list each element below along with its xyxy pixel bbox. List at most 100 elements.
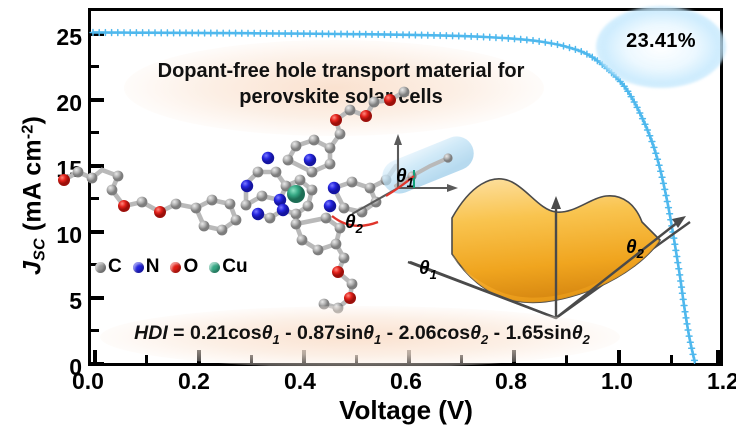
- jv-data-point: [349, 30, 358, 38]
- hdi-term-3-subscript: 2: [481, 331, 489, 347]
- jv-data-point: [659, 179, 668, 187]
- jv-data-point: [467, 32, 475, 41]
- jv-data-point: [624, 87, 632, 95]
- jv-data-point: [138, 29, 147, 37]
- jv-data-point: [293, 29, 302, 38]
- y-tick-label: 20: [56, 90, 82, 116]
- jv-data-point: [244, 29, 252, 37]
- atom-nitrogen: [327, 181, 341, 195]
- theta1-surface-symbol: θ: [419, 258, 430, 279]
- atom-carbon: [332, 302, 344, 314]
- figure-title-line-1: Dopant-free hole transport material for: [157, 60, 525, 82]
- atom-nitrogen: [303, 153, 317, 167]
- atom-carbon: [256, 190, 268, 202]
- hdi-term-2-subscript: 1: [374, 331, 382, 347]
- atom-carbon: [294, 174, 306, 186]
- x-tick-label: 0.6: [390, 368, 422, 394]
- jv-data-point: [689, 350, 697, 358]
- atom-nitrogen: [276, 203, 290, 217]
- jv-data-point: [374, 30, 382, 39]
- jv-data-point: [399, 31, 407, 39]
- legend-label: C: [108, 256, 122, 277]
- jv-data-point: [655, 161, 663, 169]
- jv-data-point: [680, 301, 688, 310]
- hdi-term-1: 0.21cos: [190, 322, 262, 344]
- jv-data-point: [107, 28, 116, 37]
- theta2-surface-symbol: θ: [626, 237, 637, 258]
- jv-data-point: [281, 29, 289, 38]
- theta1-arc: [385, 175, 415, 197]
- jv-data-point: [238, 29, 246, 37]
- jv-data-point: [200, 29, 209, 37]
- jv-data-point: [652, 149, 660, 157]
- atom-nitrogen: [251, 207, 265, 221]
- jv-data-point: [661, 185, 669, 194]
- hdi-term-2: - 0.87sin: [279, 322, 364, 344]
- jv-data-point: [553, 40, 562, 49]
- atom-oxygen: [344, 292, 356, 304]
- surface-theta2-arrowhead: [672, 216, 686, 228]
- atom-oxygen: [154, 206, 166, 218]
- jv-data-point: [355, 30, 364, 38]
- jv-data-point: [662, 191, 670, 200]
- jv-data-point: [343, 30, 351, 38]
- jv-data-point: [312, 30, 320, 38]
- hdi-term-2-theta: θ: [363, 322, 375, 344]
- side-chain-bonds: [394, 156, 450, 188]
- atom-carbon: [338, 252, 350, 264]
- jv-data-point: [95, 28, 103, 37]
- copper-dot-icon: [209, 261, 221, 273]
- atom-carbon: [302, 200, 314, 212]
- oxygen-dot-icon: [170, 261, 182, 273]
- atom-copper: [287, 185, 305, 203]
- jv-data-point: [145, 29, 153, 37]
- atom-carbon: [136, 196, 148, 208]
- jv-data-point: [681, 308, 689, 316]
- surface-plot: [407, 178, 691, 320]
- atom-carbon: [290, 140, 302, 152]
- atom-carbon: [306, 166, 318, 178]
- y-axis-minor-tick: [91, 197, 99, 200]
- y-axis-minor-tick: [91, 329, 99, 332]
- atom-carbon: [106, 184, 118, 196]
- jv-data-point: [687, 344, 696, 352]
- atom-nitrogen: [261, 151, 275, 165]
- molecule-atoms: [58, 86, 410, 314]
- atom-oxygen: [332, 266, 344, 278]
- y-tick-label: 25: [56, 24, 82, 50]
- x-axis-minor-tick: [670, 355, 673, 363]
- theta2-molecule-label: θ2: [345, 212, 363, 236]
- jv-data-point: [630, 98, 638, 106]
- y-axis-tick: [91, 296, 104, 300]
- jv-data-point: [424, 31, 432, 39]
- atom-carbon: [264, 212, 276, 224]
- atom-carbon: [344, 104, 356, 116]
- atom-carbon: [72, 166, 84, 178]
- hdi-term-3-theta: θ: [470, 322, 482, 344]
- x-tick-label: 0.8: [495, 368, 527, 394]
- theta2-molecule-symbol: θ: [345, 212, 356, 233]
- jv-data-point: [380, 30, 389, 39]
- jv-data-point: [368, 30, 376, 38]
- jv-data-point: [656, 167, 665, 175]
- jv-data-point: [182, 29, 190, 37]
- legend-label: Cu: [222, 256, 248, 277]
- jv-data-point: [674, 258, 682, 267]
- jv-data-point: [362, 30, 370, 38]
- atom-oxygen: [384, 94, 396, 106]
- atom-nitrogen: [273, 193, 287, 207]
- theta2-arc: [331, 215, 379, 228]
- jv-data-point: [641, 120, 649, 128]
- jv-data-point: [638, 114, 647, 123]
- jv-data-point: [89, 28, 97, 37]
- atom-oxygen: [58, 174, 70, 186]
- atom-carbon: [346, 278, 358, 290]
- theta2-surface-label: θ2: [626, 237, 644, 261]
- theta1-molecule-symbol: θ: [396, 166, 407, 187]
- jv-data-point: [498, 34, 506, 42]
- x-axis-tick: [716, 350, 720, 363]
- jv-data-point: [256, 29, 265, 37]
- jv-data-point: [583, 50, 591, 58]
- jv-data-point: [275, 29, 283, 38]
